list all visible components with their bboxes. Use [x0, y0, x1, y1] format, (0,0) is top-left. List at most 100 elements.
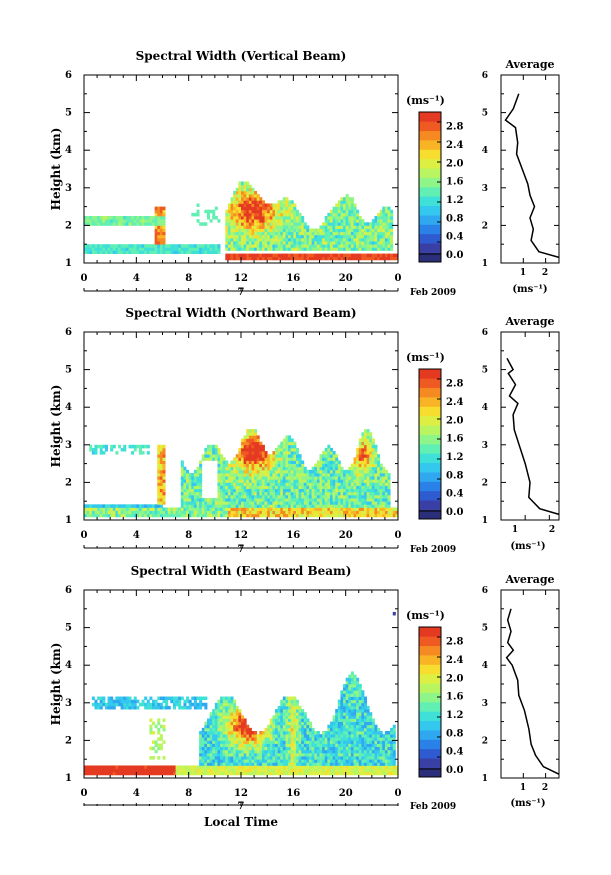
heatmap-cell: [343, 513, 347, 518]
average-y-tick-label: 2: [482, 478, 488, 488]
heatmap-cell: [309, 501, 313, 505]
heatmap-cell: [264, 756, 268, 760]
heatmap-cell: [290, 709, 294, 713]
heatmap-cell: [246, 762, 250, 766]
heatmap-cell: [248, 501, 252, 505]
colorbar-swatch: [419, 187, 441, 197]
heatmap-cell: [285, 696, 289, 701]
heatmap-cell: [293, 225, 297, 229]
heatmap-cell: [94, 705, 98, 710]
heatmap-cell: [246, 190, 250, 195]
average-y-tick-label: 4: [482, 146, 488, 156]
heatmap-cell: [298, 718, 302, 722]
heatmap-cell: [288, 488, 292, 493]
heatmap-cell: [332, 253, 336, 258]
heatmap-cell: [379, 244, 383, 248]
heatmap-cell: [356, 247, 360, 251]
heatmap-cell: [288, 212, 292, 217]
heatmap-cell: [112, 771, 116, 776]
heatmap-cell: [303, 476, 307, 480]
heatmap-cell: [193, 488, 197, 493]
heatmap-cell: [343, 241, 347, 245]
heatmap-cell: [350, 216, 354, 220]
heatmap-cell: [269, 507, 273, 511]
heatmap-cell: [191, 473, 195, 477]
heatmap-cell: [340, 734, 344, 738]
heatmap-cell: [241, 216, 245, 220]
heatmap-cell: [356, 510, 360, 515]
heatmap-cell: [369, 234, 373, 239]
heatmap-cell: [225, 734, 229, 738]
heatmap-cell: [178, 696, 182, 701]
heatmap-cell: [115, 504, 119, 508]
heatmap-cell: [369, 237, 373, 242]
heatmap-cell: [91, 244, 95, 248]
heatmap-cell: [186, 482, 190, 486]
heatmap-cell: [220, 699, 224, 704]
heatmap-cell: [345, 504, 349, 508]
heatmap-cell: [345, 469, 349, 474]
heatmap-cell: [324, 498, 328, 502]
heatmap-cell: [340, 498, 344, 502]
heatmap-cell: [167, 244, 171, 248]
colorbar-swatch: [419, 472, 441, 482]
heatmap-cell: [248, 759, 252, 763]
heatmap-cell: [220, 771, 224, 776]
heatmap-cell: [230, 746, 234, 751]
heatmap-cell: [282, 222, 286, 226]
heatmap-cell: [363, 432, 367, 436]
heatmap-cell: [316, 256, 320, 261]
heatmap-cell: [269, 494, 273, 499]
heatmap-cell: [277, 454, 281, 458]
heatmap-cell: [138, 768, 142, 773]
heatmap-cell: [133, 513, 137, 518]
heatmap-cell: [371, 444, 375, 449]
heatmap-cell: [238, 190, 242, 195]
heatmap-cell: [269, 759, 273, 763]
heatmap-cell: [353, 491, 357, 496]
heatmap-cell: [295, 768, 299, 773]
heatmap-cell: [303, 507, 307, 511]
heatmap-cell: [235, 712, 239, 716]
heatmap-cell: [159, 743, 163, 748]
heatmap-cell: [89, 244, 93, 248]
heatmap-cell: [107, 222, 111, 226]
heatmap-cell: [324, 469, 328, 474]
heatmap-cell: [243, 466, 247, 471]
heatmap-cell: [348, 504, 352, 508]
heatmap-cell: [275, 756, 279, 760]
heatmap-cell: [358, 216, 362, 220]
heatmap-cell: [290, 241, 294, 245]
heatmap-cell: [314, 494, 318, 499]
heatmap-cell: [238, 485, 242, 490]
heatmap-cell: [188, 244, 192, 248]
heatmap-cell: [241, 234, 245, 239]
heatmap-cell: [259, 200, 263, 204]
heatmap-cell: [277, 256, 281, 261]
heatmap-cell: [248, 241, 252, 245]
heatmap-cell: [243, 765, 247, 769]
heatmap-cell: [123, 447, 127, 452]
heatmap-cell: [144, 765, 148, 769]
heatmap-cell: [128, 702, 132, 707]
heatmap-cell: [225, 709, 229, 713]
heatmap-cell: [115, 247, 119, 251]
x-tick-label: 12: [234, 273, 248, 284]
heatmap-cell: [280, 737, 284, 741]
heatmap-cell: [199, 743, 203, 748]
heatmap-cell: [295, 765, 299, 769]
heatmap-cell: [324, 457, 328, 461]
heatmap-cell: [186, 699, 190, 704]
heatmap-cell: [343, 715, 347, 719]
heatmap-cell: [162, 479, 166, 483]
heatmap-cell: [363, 241, 367, 245]
heatmap-cell: [267, 231, 271, 236]
heatmap-cell: [282, 768, 286, 773]
heatmap-cell: [369, 507, 373, 511]
heatmap-cell: [277, 513, 281, 518]
heatmap-cell: [319, 473, 323, 477]
heatmap-cell: [272, 715, 276, 719]
heatmap-cell: [382, 231, 386, 236]
heatmap-cell: [280, 705, 284, 710]
heatmap-cell: [340, 727, 344, 732]
